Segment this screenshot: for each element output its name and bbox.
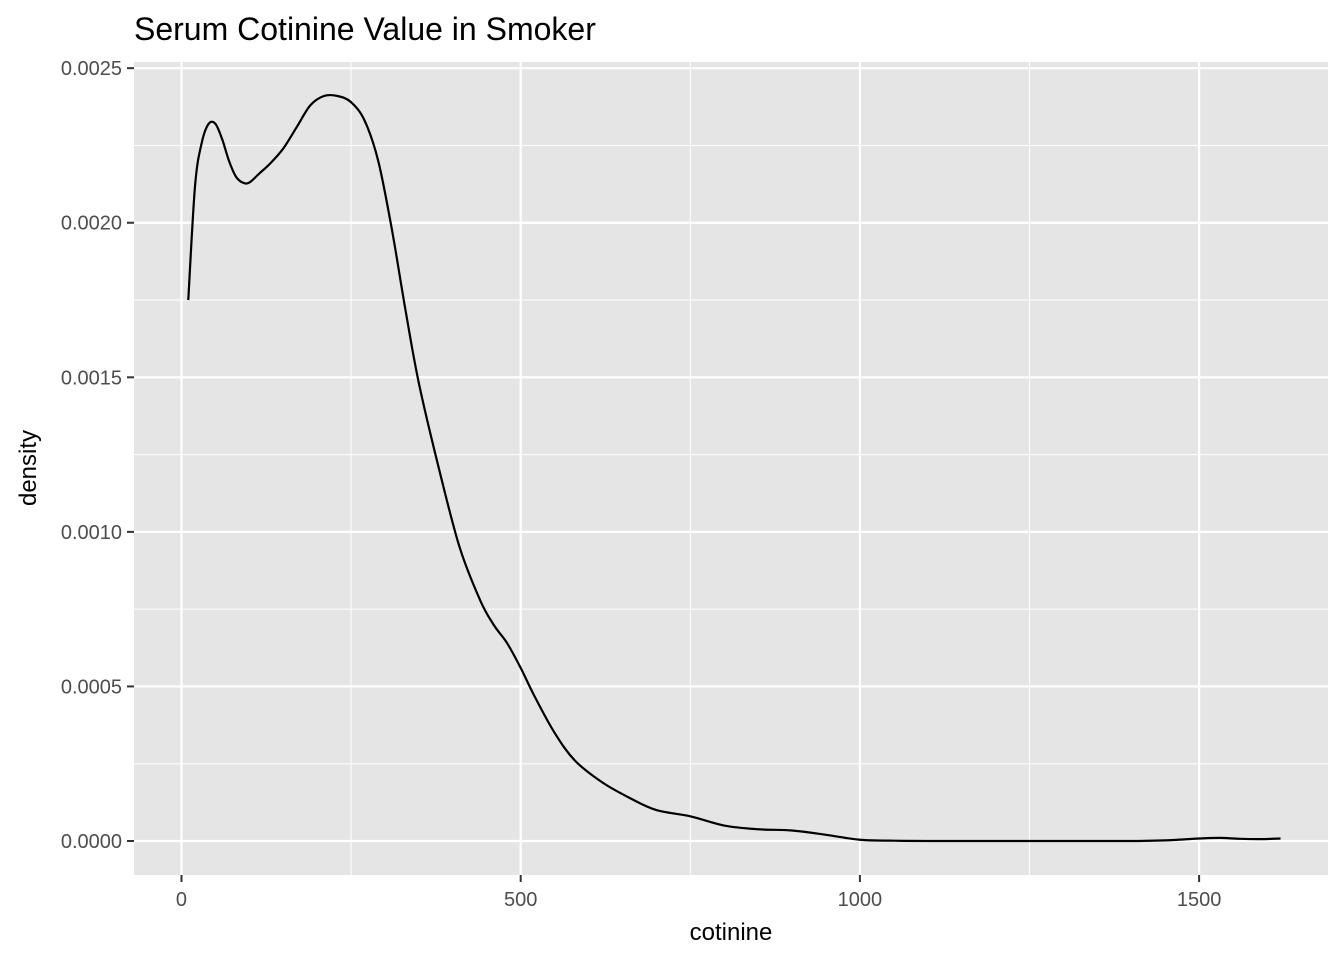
chart-title: Serum Cotinine Value in Smoker (134, 11, 596, 47)
x-tick-label: 1000 (838, 889, 883, 911)
density-line (187, 93, 1281, 843)
plot-panel (134, 62, 1328, 875)
y-tick-label: 0.0000 (61, 831, 122, 853)
x-axis-label: cotinine (690, 919, 773, 946)
y-axis-label: density (15, 430, 42, 506)
minor-grid (134, 62, 1328, 875)
x-tick-label: 500 (504, 889, 537, 911)
y-tick-label: 0.0010 (61, 522, 122, 544)
x-tick-label: 0 (176, 889, 187, 911)
y-axis: 0.0000 0.0005 0.0010 0.0015 0.0020 0.0025 (61, 58, 134, 853)
y-tick-label: 0.0005 (61, 676, 122, 698)
density-layer (187, 93, 1281, 843)
y-tick-label: 0.0020 (61, 213, 122, 235)
x-axis: 0 500 1000 1500 (176, 875, 1221, 911)
x-tick-label: 1500 (1177, 889, 1222, 911)
y-tick-label: 0.0015 (61, 367, 122, 389)
y-tick-label: 0.0025 (61, 58, 122, 80)
